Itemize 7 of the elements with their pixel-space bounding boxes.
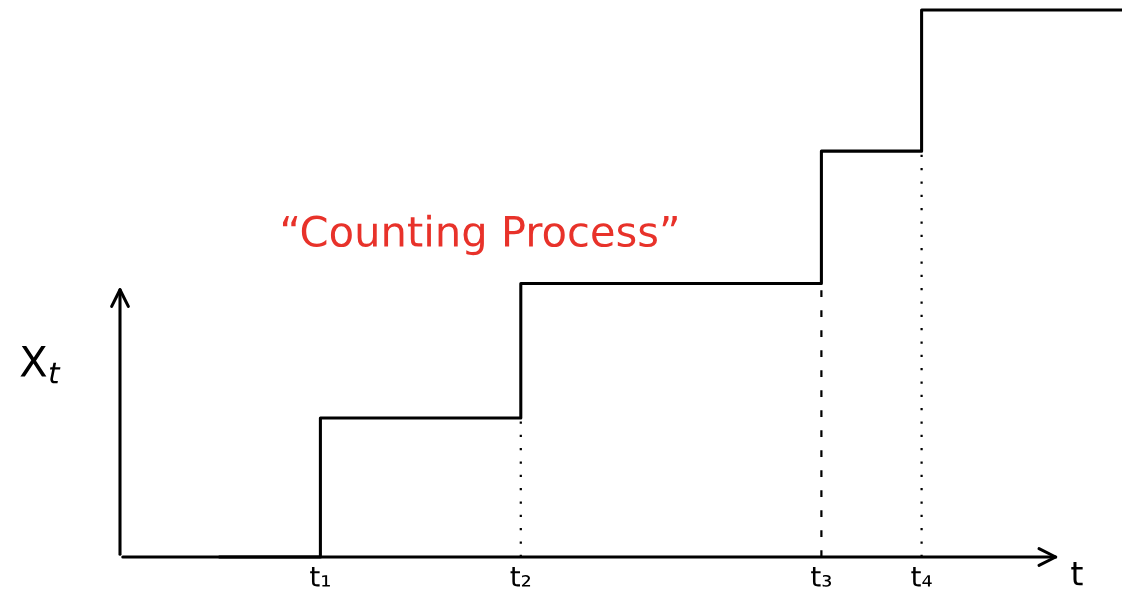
x-tick-label: t₂ [510, 566, 531, 587]
y-axis-title: X$_{t}$ [20, 346, 61, 384]
x-tick-label: t₄ [911, 566, 932, 587]
x-tick-label: t₃ [811, 566, 831, 587]
x-axis-title: t [1071, 561, 1083, 586]
text: “Counting Process” [282, 214, 677, 256]
x-tick-label: t₁ [310, 566, 330, 587]
